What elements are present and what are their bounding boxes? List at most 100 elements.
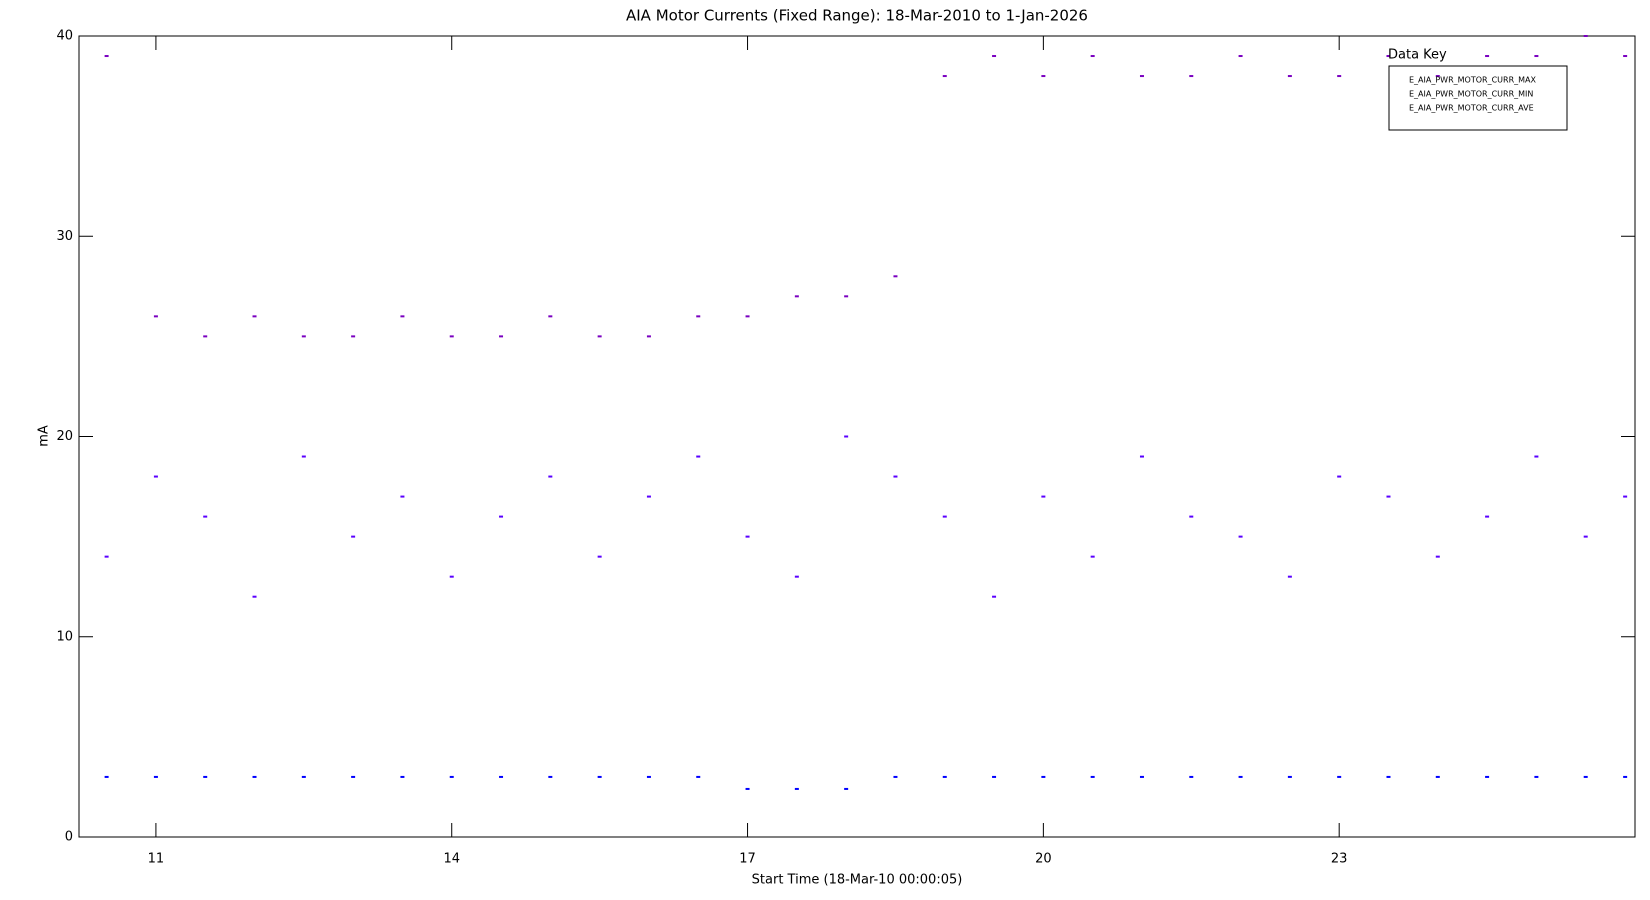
data-point <box>301 335 306 338</box>
data-point <box>745 787 750 790</box>
data-point <box>104 775 109 778</box>
data-point <box>1623 55 1628 58</box>
data-point <box>203 515 208 518</box>
data-point <box>1337 775 1342 778</box>
data-point <box>696 315 701 318</box>
data-point <box>400 315 405 318</box>
plot-frame <box>78 35 1636 838</box>
data-point <box>992 775 997 778</box>
data-point <box>1287 775 1292 778</box>
y-tick-label: 0 <box>65 830 73 845</box>
data-point <box>449 575 454 578</box>
data-point <box>1435 555 1440 558</box>
data-point <box>301 775 306 778</box>
data-point <box>1623 775 1628 778</box>
data-point <box>1386 55 1391 58</box>
data-point <box>499 515 504 518</box>
data-point <box>893 775 898 778</box>
data-point <box>548 475 553 478</box>
data-point <box>1623 495 1628 498</box>
data-point <box>499 335 504 338</box>
data-point <box>1041 775 1046 778</box>
data-point <box>597 555 602 558</box>
y-tick-label: 30 <box>56 229 73 244</box>
data-point <box>597 335 602 338</box>
data-point <box>1534 455 1539 458</box>
data-point <box>351 335 356 338</box>
x-tick-label: 14 <box>443 852 460 867</box>
data-point <box>1090 775 1095 778</box>
data-point <box>153 475 158 478</box>
data-point <box>153 315 158 318</box>
data-point <box>893 275 898 278</box>
data-point <box>1583 35 1588 37</box>
data-point <box>449 775 454 778</box>
y-tick-label: 40 <box>56 29 73 44</box>
data-point <box>1090 55 1095 58</box>
data-point <box>794 575 799 578</box>
data-point <box>1386 775 1391 778</box>
y-axis-label: mA <box>37 425 52 447</box>
data-point <box>548 315 553 318</box>
data-point <box>1386 495 1391 498</box>
data-point <box>1337 475 1342 478</box>
chart-title: AIA Motor Currents (Fixed Range): 18-Mar… <box>626 7 1088 25</box>
x-axis-label: Start Time (18-Mar-10 00:00:05) <box>752 873 963 888</box>
data-point <box>1485 515 1490 518</box>
data-point <box>1485 775 1490 778</box>
data-point <box>203 775 208 778</box>
data-point <box>745 535 750 538</box>
data-point <box>844 435 849 438</box>
data-point <box>153 775 158 778</box>
data-point <box>351 535 356 538</box>
data-point <box>1041 75 1046 78</box>
data-point <box>1583 535 1588 538</box>
y-tick-label: 20 <box>56 429 73 444</box>
data-point <box>252 315 257 318</box>
data-point <box>844 787 849 790</box>
data-point <box>794 295 799 298</box>
data-point <box>449 335 454 338</box>
data-point <box>1041 495 1046 498</box>
data-point <box>1287 75 1292 78</box>
x-tick-label: 23 <box>1331 852 1348 867</box>
data-point <box>301 455 306 458</box>
data-point <box>942 515 947 518</box>
data-point <box>104 555 109 558</box>
data-point <box>646 495 651 498</box>
data-point <box>992 595 997 598</box>
data-point <box>400 495 405 498</box>
data-point <box>203 335 208 338</box>
x-tick-label: 20 <box>1035 852 1052 867</box>
data-point <box>400 775 405 778</box>
data-point <box>1337 75 1342 78</box>
data-point <box>1139 455 1144 458</box>
data-point <box>696 455 701 458</box>
y-tick-label: 10 <box>56 629 73 644</box>
data-point <box>499 775 504 778</box>
legend-box <box>1388 65 1568 131</box>
data-point <box>1583 775 1588 778</box>
data-point <box>1139 75 1144 78</box>
legend-title: Data Key <box>1388 48 1447 63</box>
data-point <box>745 315 750 318</box>
data-point <box>1189 515 1194 518</box>
data-point <box>351 775 356 778</box>
data-point <box>646 775 651 778</box>
x-tick-label: 11 <box>148 852 165 867</box>
data-point <box>942 75 947 78</box>
legend-entry: E_AIA_PWR_MOTOR_CURR_AVE <box>1409 104 1534 113</box>
data-point <box>942 775 947 778</box>
data-point <box>1090 555 1095 558</box>
data-point <box>597 775 602 778</box>
data-point <box>1238 535 1243 538</box>
data-point <box>1139 775 1144 778</box>
data-point <box>548 775 553 778</box>
data-point <box>646 335 651 338</box>
data-point <box>1534 55 1539 58</box>
x-tick-label: 17 <box>739 852 756 867</box>
data-point <box>104 55 109 58</box>
data-point <box>252 595 257 598</box>
data-point <box>1189 75 1194 78</box>
